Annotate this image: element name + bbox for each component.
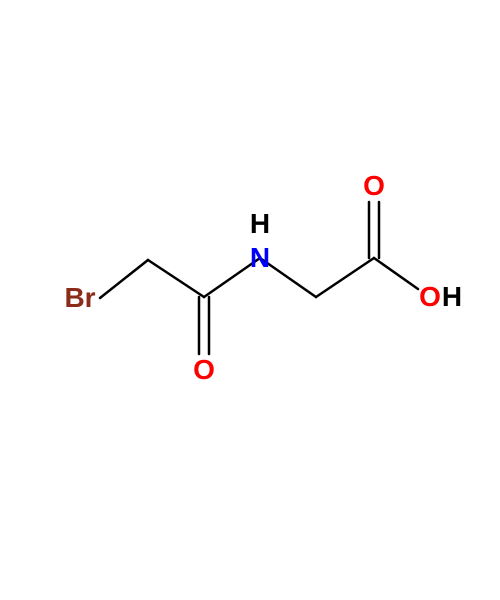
atom-Br: Br: [64, 284, 95, 312]
atom-O4d: O: [363, 172, 385, 200]
atom-N: N: [250, 244, 270, 272]
atom-HN: H: [250, 210, 270, 238]
atom-O2: O: [193, 356, 215, 384]
molecule-canvas: BrONHOOH: [0, 0, 500, 600]
atom-OH: H: [442, 283, 462, 311]
atom-O4s: O: [419, 283, 441, 311]
